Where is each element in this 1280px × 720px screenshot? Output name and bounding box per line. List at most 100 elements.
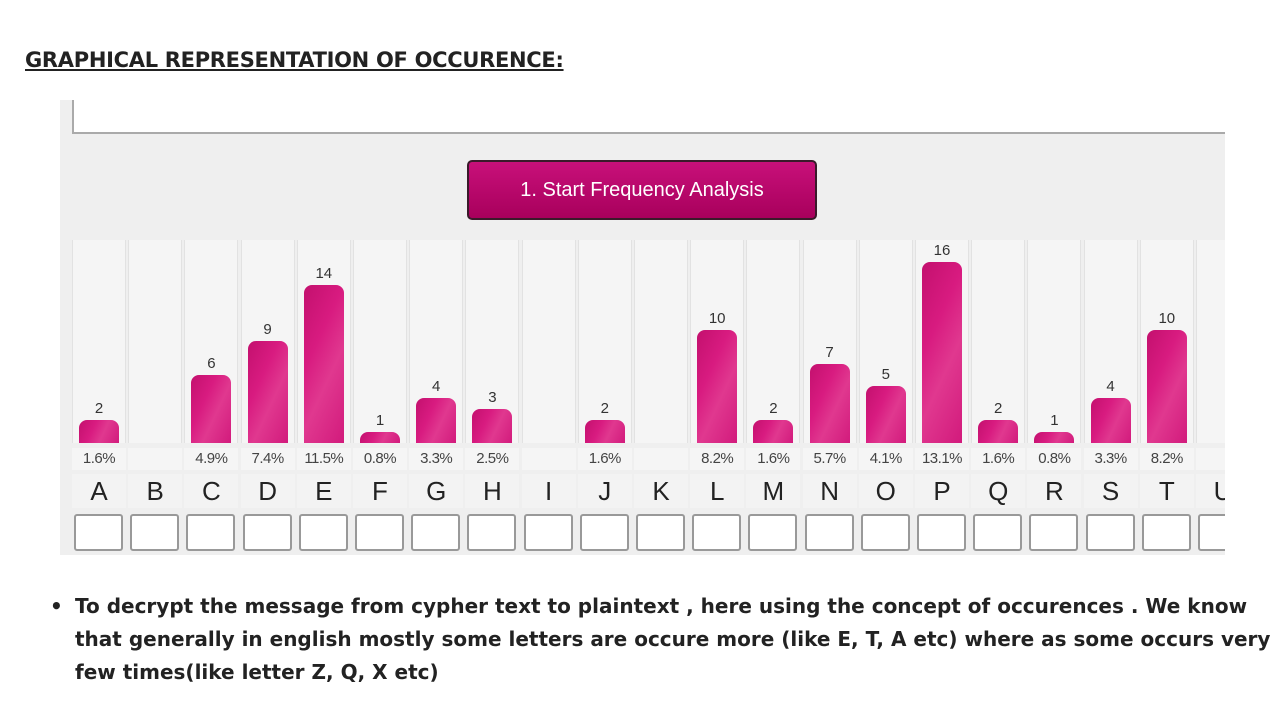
percentage-label: 1.6%	[72, 448, 126, 470]
chart-column-f: 1 0.8% F	[353, 240, 407, 555]
chart-column-s: 4 3.3% S	[1083, 240, 1138, 555]
bar-count-label: 14	[315, 264, 333, 282]
percentage-label: 1.6%	[577, 448, 632, 470]
substitution-input-o[interactable]	[860, 514, 910, 551]
letter-label: L	[690, 474, 745, 508]
letter-label: P	[915, 474, 969, 508]
bar-count-label: 1	[375, 411, 385, 429]
letter-label: G	[409, 474, 464, 508]
bar-q	[978, 420, 1019, 443]
chart-column-k: K	[634, 240, 688, 555]
column-background	[128, 240, 183, 443]
percentage-label	[128, 448, 183, 470]
letter-label: T	[1139, 474, 1194, 508]
chart-column-i: I	[521, 240, 576, 555]
column-background	[634, 240, 688, 443]
letter-label: K	[634, 474, 688, 508]
chart-column-m: 2 1.6% M	[746, 240, 801, 555]
ciphertext-input[interactable]	[72, 100, 1225, 134]
percentage-label: 0.8%	[1027, 448, 1082, 470]
letter-label: I	[521, 474, 576, 508]
chart-column-o: 5 4.1% O	[858, 240, 913, 555]
substitution-input-l[interactable]	[692, 514, 742, 551]
bar-count-label: 6	[207, 355, 216, 373]
substitution-input-a[interactable]	[74, 514, 123, 551]
bar-c	[191, 375, 232, 443]
bullet-icon: •	[50, 594, 63, 618]
percentage-label	[634, 448, 688, 470]
bar-n	[809, 363, 850, 443]
chart-column-n: 7 5.7% N	[802, 240, 857, 555]
bar-r	[1034, 431, 1075, 443]
page-heading: GRAPHICAL REPRESENTATION OF OCCURENCE:	[25, 48, 564, 72]
chart-column-p: 16 13.1% P	[915, 240, 969, 555]
bar-count-label: 2	[769, 400, 778, 418]
chart-column-q: 2 1.6% Q	[971, 240, 1026, 555]
bar-f	[360, 431, 400, 443]
substitution-input-e[interactable]	[298, 514, 348, 551]
column-background	[353, 240, 407, 443]
percentage-label: 3.3%	[409, 448, 464, 470]
substitution-input-u[interactable]	[1198, 514, 1225, 551]
percentage-label: 3.3%	[1083, 448, 1138, 470]
substitution-input-i[interactable]	[523, 514, 573, 551]
letter-label: E	[296, 474, 351, 508]
bar-p	[922, 262, 962, 443]
percentage-label: 13.1%	[915, 448, 969, 470]
letter-label: Q	[971, 474, 1026, 508]
substitution-input-n[interactable]	[804, 514, 854, 551]
substitution-input-r[interactable]	[1029, 514, 1079, 551]
bar-count-label: 3	[488, 389, 497, 407]
substitution-input-t[interactable]	[1141, 514, 1191, 551]
chart-column-h: 3 2.5% H	[465, 240, 520, 555]
column-background	[971, 240, 1026, 443]
chart-column-t: 10 8.2% T	[1139, 240, 1194, 555]
substitution-input-m[interactable]	[748, 514, 798, 551]
percentage-label: 8.2%	[690, 448, 745, 470]
substitution-input-h[interactable]	[467, 514, 517, 551]
percentage-label	[521, 448, 576, 470]
substitution-input-b[interactable]	[130, 514, 180, 551]
percentage-label: 4.9%	[184, 448, 239, 470]
chart-column-u: U	[1196, 240, 1225, 555]
bar-s	[1090, 397, 1131, 443]
substitution-input-g[interactable]	[411, 514, 461, 551]
bar-count-label: 4	[432, 377, 441, 395]
bar-a	[79, 420, 119, 443]
percentage-label: 11.5%	[296, 448, 351, 470]
letter-label: N	[802, 474, 857, 508]
substitution-input-j[interactable]	[579, 514, 629, 551]
percentage-label: 1.6%	[971, 448, 1026, 470]
bar-count-label: 2	[994, 400, 1003, 418]
substitution-input-q[interactable]	[973, 514, 1023, 551]
substitution-input-c[interactable]	[186, 514, 236, 551]
explanation-text: To decrypt the message from cypher text …	[75, 594, 1271, 684]
chart-column-e: 14 11.5% E	[296, 240, 351, 555]
substitution-input-p[interactable]	[917, 514, 966, 551]
column-background	[521, 240, 576, 443]
letter-label: J	[577, 474, 632, 508]
substitution-input-k[interactable]	[636, 514, 685, 551]
percentage-label: 5.7%	[802, 448, 857, 470]
chart-column-l: 10 8.2% L	[690, 240, 745, 555]
substitution-input-d[interactable]	[242, 514, 292, 551]
letter-label: C	[184, 474, 239, 508]
frequency-analysis-panel: 1. Start Frequency Analysis 2 1.6% A B 6 4.9%…	[60, 100, 1225, 555]
letter-label: D	[240, 474, 295, 508]
bar-count-label: 1	[1050, 411, 1059, 429]
bar-count-label: 5	[881, 366, 890, 384]
chart-column-g: 4 3.3% G	[409, 240, 464, 555]
letter-label: F	[353, 474, 407, 508]
percentage-label: 4.1%	[858, 448, 913, 470]
substitution-input-f[interactable]	[355, 514, 404, 551]
letter-label: S	[1083, 474, 1138, 508]
bar-count-label: 2	[600, 400, 609, 418]
letter-label: M	[746, 474, 801, 508]
bar-t	[1146, 329, 1187, 443]
start-frequency-analysis-button[interactable]: 1. Start Frequency Analysis	[467, 160, 817, 220]
bar-e	[303, 284, 344, 443]
percentage-label: 2.5%	[465, 448, 520, 470]
percentage-label: 8.2%	[1139, 448, 1194, 470]
substitution-input-s[interactable]	[1085, 514, 1135, 551]
letter-label: A	[72, 474, 126, 508]
